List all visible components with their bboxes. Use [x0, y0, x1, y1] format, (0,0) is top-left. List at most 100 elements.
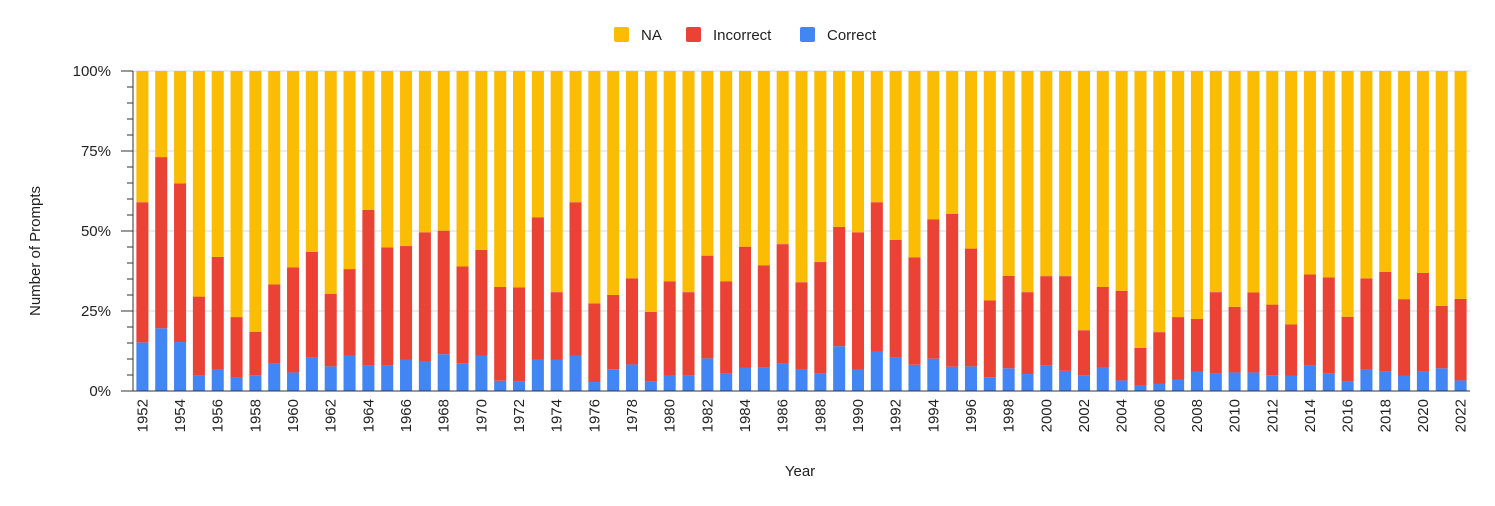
bar-incorrect-1972	[513, 287, 526, 382]
bar-correct-1980	[663, 375, 676, 391]
bar-incorrect-1956	[211, 256, 224, 370]
bar-correct-1975	[569, 355, 582, 391]
y-tick-label: 75%	[81, 143, 111, 160]
bar-na-2000	[1040, 71, 1053, 277]
bar-correct-1968	[437, 354, 450, 391]
bar-incorrect-1953	[155, 157, 168, 329]
bar-na-2008	[1190, 71, 1203, 319]
bar-na-1993	[908, 71, 921, 258]
bar-na-2012	[1266, 71, 1279, 305]
x-tick-label: 1970	[473, 399, 490, 432]
y-tick-labels: 0% 25% 50% 75% 100%	[73, 63, 111, 400]
bar-incorrect-2016	[1341, 316, 1354, 382]
x-axis-title: Year	[785, 463, 815, 480]
bar-incorrect-1988	[814, 262, 827, 374]
bar-incorrect-2020	[1416, 272, 1429, 372]
axes	[121, 70, 1470, 392]
bar-incorrect-2002	[1077, 330, 1090, 376]
bar-correct-2016	[1341, 381, 1354, 391]
bar-na-1979	[644, 71, 657, 312]
bar-correct-1962	[324, 366, 337, 391]
bar-na-2018	[1379, 71, 1392, 272]
bar-correct-1987	[795, 369, 808, 391]
bar-correct-2005	[1134, 385, 1147, 391]
bar-na-1967	[418, 71, 431, 233]
bar-correct-2020	[1416, 371, 1429, 391]
bar-incorrect-1968	[437, 230, 450, 355]
bar-incorrect-2000	[1040, 276, 1053, 366]
y-tick-label: 50%	[81, 223, 111, 240]
bar-correct-1993	[908, 364, 921, 391]
bar-correct-2014	[1303, 365, 1316, 391]
x-tick-label: 1982	[699, 399, 716, 432]
bar-incorrect-1993	[908, 257, 921, 365]
bar-correct-1961	[305, 357, 318, 391]
x-tick-label: 1966	[398, 399, 415, 432]
bar-na-1987	[795, 71, 808, 283]
legend-swatch-correct	[800, 27, 815, 42]
bar-incorrect-1999	[1021, 292, 1034, 375]
bar-na-1966	[400, 71, 413, 247]
bar-incorrect-1994	[927, 219, 940, 359]
bar-incorrect-1967	[418, 232, 431, 362]
bar-correct-1982	[701, 358, 714, 391]
bar-incorrect-1960	[287, 267, 300, 373]
bar-correct-1971	[494, 380, 507, 391]
bar-na-1963	[343, 71, 356, 270]
bar-correct-1956	[211, 369, 224, 391]
bar-incorrect-2012	[1266, 304, 1279, 376]
bar-incorrect-1986	[776, 244, 789, 364]
bar-na-1968	[437, 71, 450, 231]
bar-correct-1999	[1021, 374, 1034, 391]
bar-na-1952	[136, 71, 149, 203]
bar-incorrect-2010	[1228, 306, 1241, 373]
bar-na-1975	[569, 71, 582, 203]
bar-incorrect-1957	[230, 317, 243, 378]
bar-incorrect-1992	[889, 239, 902, 358]
x-tick-label: 1988	[812, 399, 829, 432]
bar-na-1953	[155, 71, 168, 158]
bar-incorrect-2006	[1153, 332, 1166, 384]
bar-correct-2003	[1096, 367, 1109, 391]
bar-na-1996	[964, 71, 978, 249]
bar-incorrect-1959	[268, 284, 281, 364]
x-tick-label: 2016	[1340, 399, 1357, 432]
bar-na-1959	[268, 71, 281, 285]
bar-incorrect-2021	[1435, 305, 1448, 369]
x-tick-label: 1990	[850, 399, 867, 432]
bar-incorrect-1955	[192, 296, 205, 376]
bar-incorrect-1969	[456, 266, 469, 364]
x-tick-label: 1984	[737, 399, 754, 432]
bar-na-1957	[230, 71, 243, 318]
bar-correct-1991	[870, 351, 883, 391]
bar-incorrect-2014	[1303, 274, 1316, 366]
bar-incorrect-1985	[757, 265, 770, 368]
bar-correct-1977	[607, 369, 620, 391]
bar-na-2002	[1077, 71, 1090, 331]
bar-incorrect-1982	[701, 255, 714, 359]
bar-na-2011	[1247, 71, 1260, 293]
x-tick-label: 1952	[134, 399, 151, 432]
bar-incorrect-1977	[607, 295, 620, 370]
bar-correct-1964	[362, 365, 375, 391]
x-tick-label: 2006	[1151, 399, 1168, 432]
bar-na-1976	[588, 71, 601, 304]
bar-na-1954	[174, 71, 187, 184]
bar-na-2004	[1115, 71, 1128, 291]
bar-na-1971	[494, 71, 507, 287]
bar-na-1960	[287, 71, 300, 268]
bar-incorrect-1966	[400, 246, 413, 360]
bar-correct-2018	[1379, 371, 1392, 391]
x-tick-label: 1992	[888, 399, 905, 432]
bar-na-2015	[1322, 71, 1335, 278]
bar-incorrect-1973	[531, 217, 544, 359]
bar-incorrect-2019	[1398, 299, 1411, 376]
bar-incorrect-2003	[1096, 287, 1109, 367]
bar-na-1981	[682, 71, 695, 293]
x-tick-label: 1956	[210, 399, 227, 432]
bar-correct-1953	[155, 328, 168, 391]
bar-incorrect-1970	[475, 249, 488, 356]
bar-correct-1966	[400, 359, 413, 391]
bar-na-1956	[211, 71, 224, 257]
